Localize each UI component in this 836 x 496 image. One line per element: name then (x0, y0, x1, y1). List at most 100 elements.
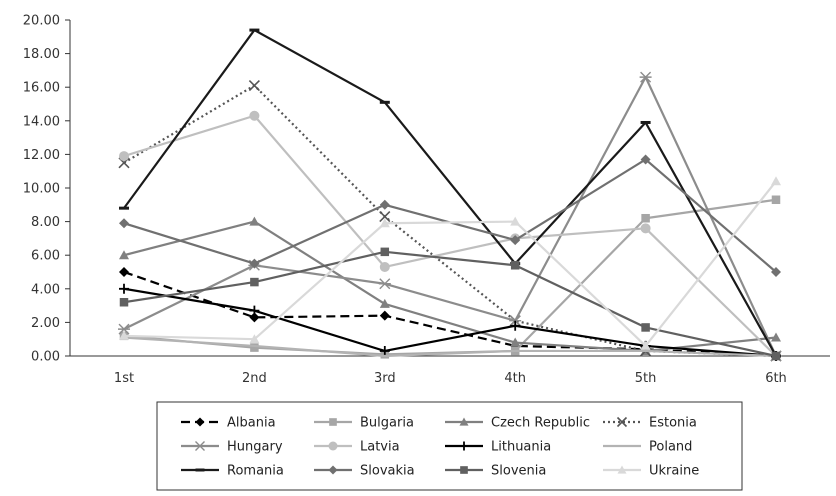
data-point (640, 223, 651, 234)
y-tick-label: 2.00 (31, 316, 60, 331)
legend-label: Lithuania (491, 440, 551, 455)
series-poland (123, 336, 777, 358)
series-ukraine (119, 176, 781, 350)
legend-label: Poland (649, 440, 692, 455)
data-point (329, 418, 337, 426)
series-line (123, 220, 777, 353)
series-estonia (118, 79, 782, 362)
series-line (123, 287, 777, 358)
data-point (616, 416, 628, 428)
legend-label: Romania (227, 464, 284, 479)
legend-label: Bulgaria (360, 416, 414, 431)
data-point (379, 199, 390, 210)
series-line (123, 76, 777, 357)
data-point (771, 351, 781, 361)
data-point (640, 154, 651, 165)
data-point (249, 305, 260, 316)
data-point (248, 79, 260, 92)
data-point (119, 151, 129, 162)
data-point (194, 441, 206, 451)
data-point (510, 320, 521, 331)
data-point (460, 466, 468, 474)
x-tick-label: 3rd (374, 371, 396, 386)
series-czech-republic (119, 216, 781, 355)
data-point (459, 441, 469, 451)
legend-item: Estonia (603, 416, 697, 431)
legend-item: Hungary (181, 440, 283, 455)
data-point (771, 332, 781, 342)
y-tick-label: 6.00 (31, 249, 60, 264)
x-tick-label: 6th (765, 371, 787, 386)
data-point (379, 310, 390, 321)
legend-label: Albania (227, 416, 276, 431)
y-tick-label: 18.00 (23, 47, 60, 62)
data-point (119, 297, 129, 307)
series-line (123, 250, 777, 358)
legend-item: Lithuania (445, 440, 551, 455)
series-line (123, 28, 777, 357)
data-point (328, 465, 338, 475)
data-point (640, 340, 651, 350)
data-point (510, 235, 521, 246)
data-point (379, 218, 390, 228)
legend-item: Slovenia (445, 464, 546, 479)
legend-label: Ukraine (649, 464, 699, 479)
data-point (510, 261, 520, 270)
data-point (510, 337, 521, 347)
data-point (617, 465, 627, 474)
series-hungary (118, 71, 782, 362)
legend-label: Hungary (227, 440, 283, 455)
legend-label: Estonia (649, 416, 697, 431)
data-point (119, 283, 129, 294)
legend-label: Czech Republic (491, 416, 590, 431)
y-tick-label: 12.00 (23, 148, 60, 163)
legend-item: Czech Republic (445, 416, 590, 431)
data-point (771, 176, 781, 186)
legend-item: Albania (181, 416, 276, 431)
data-point (119, 267, 129, 277)
y-tick-label: 14.00 (23, 114, 60, 129)
data-point (509, 315, 522, 327)
legend-item: Romania (181, 464, 284, 479)
data-point (641, 323, 650, 332)
data-point (119, 330, 129, 340)
y-tick-label: 16.00 (23, 81, 60, 96)
y-tick-label: 10.00 (23, 182, 60, 197)
legend-label: Slovenia (491, 464, 546, 479)
x-tick-label: 5th (635, 371, 657, 386)
data-point (249, 334, 260, 344)
data-point (328, 441, 338, 451)
legend-item: Poland (603, 440, 692, 455)
series-line (123, 270, 777, 358)
data-point (378, 278, 391, 290)
data-point (249, 216, 260, 226)
data-point (639, 71, 652, 83)
data-point (250, 277, 259, 287)
data-point (641, 213, 650, 223)
y-tick-label: 8.00 (31, 215, 60, 230)
legend-item: Slovakia (314, 464, 415, 479)
x-tick-label: 4th (504, 371, 526, 386)
y-tick-label: 0.00 (31, 350, 60, 365)
data-point (379, 261, 390, 272)
series-line (123, 84, 777, 358)
data-point (118, 323, 130, 335)
data-point (119, 250, 129, 260)
data-point (195, 417, 205, 427)
series-slovenia (119, 247, 781, 361)
data-point (379, 345, 390, 356)
series-line (123, 158, 777, 273)
data-point (380, 247, 390, 257)
data-point (771, 195, 781, 205)
data-point (379, 210, 391, 223)
data-point (119, 218, 129, 229)
data-point (771, 267, 781, 277)
data-point (249, 258, 260, 269)
legend-item: Latvia (314, 440, 400, 455)
series-romania (119, 28, 781, 358)
series-line (123, 180, 777, 348)
x-tick-label: 1st (114, 371, 134, 386)
data-point (249, 110, 260, 121)
